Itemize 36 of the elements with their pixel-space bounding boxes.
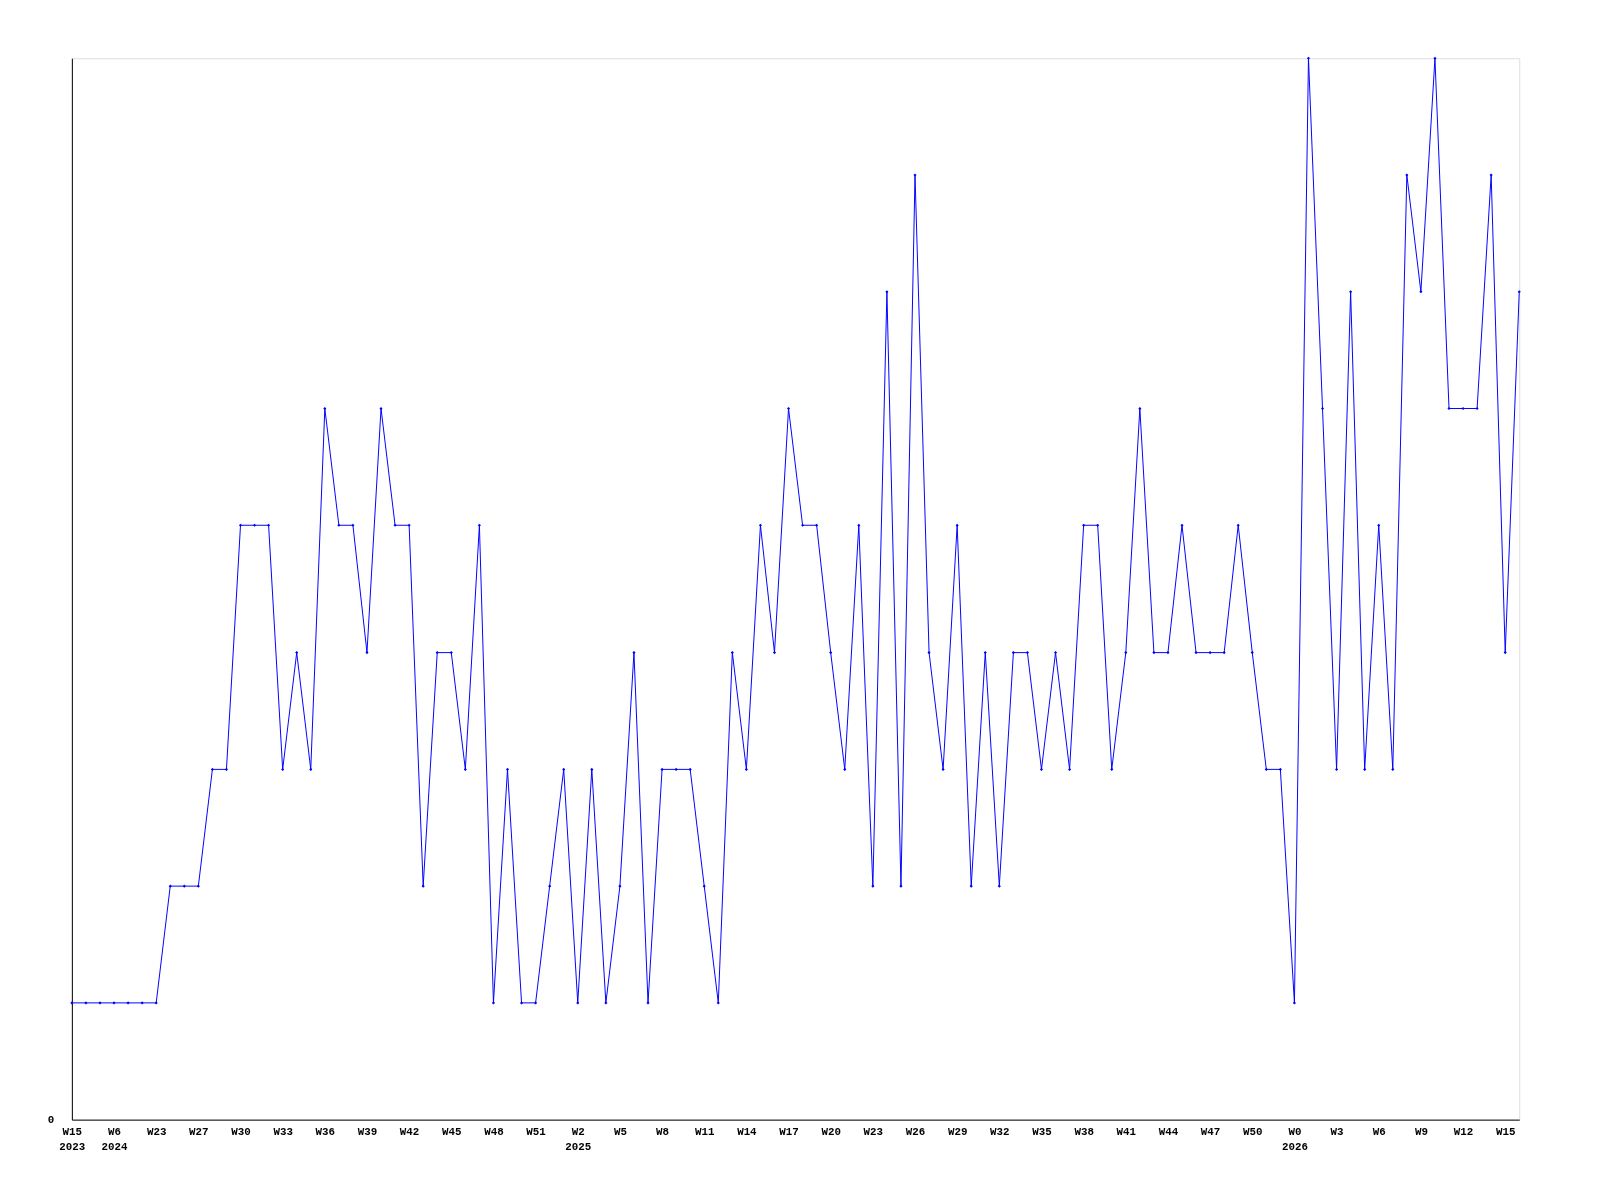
x-tick-label: W30	[231, 1125, 251, 1138]
x-tick-label: W45	[442, 1125, 462, 1138]
x-tick-label: W14	[737, 1125, 758, 1138]
x-tick-label: W39	[357, 1125, 378, 1138]
x-tick-label: W51	[526, 1125, 547, 1138]
x-tick-label: W42	[399, 1125, 420, 1138]
x-tick-label: W12	[1453, 1125, 1474, 1138]
x-tick-label: W38	[1074, 1125, 1094, 1138]
x-tick-label: W36	[315, 1125, 336, 1138]
x-tick-label: W35	[1032, 1125, 1052, 1138]
x-tick-label: W11	[694, 1125, 715, 1138]
x-tick-label: W47	[1200, 1125, 1221, 1138]
x-tick-label: W44	[1158, 1125, 1179, 1138]
x-tick-label: W27	[189, 1125, 209, 1138]
x-tick-label: W15	[1495, 1125, 1516, 1138]
x-tick-label: W0 2026	[1281, 1125, 1308, 1153]
x-tick-label: W15 2023	[59, 1125, 86, 1153]
x-tick-label: W50	[1243, 1125, 1263, 1138]
x-tick-label: W23	[146, 1125, 167, 1138]
x-tick-label: W29	[947, 1125, 968, 1138]
x-tick-label: W2 2025	[565, 1125, 592, 1153]
x-tick-label: W32	[990, 1125, 1010, 1138]
x-tick-label: W6 2024	[101, 1125, 129, 1153]
x-tick-label: W41	[1116, 1125, 1137, 1138]
x-tick-label: W48	[484, 1125, 504, 1138]
x-tick-label: W3	[1330, 1125, 1344, 1138]
x-tick-label: W33	[273, 1125, 293, 1138]
x-tick-label: W6	[1372, 1125, 1386, 1138]
x-tick-label: W9	[1414, 1125, 1428, 1138]
x-tick-label: W26	[905, 1125, 926, 1138]
x-tick-label: W20	[821, 1125, 841, 1138]
x-tick-label: W17	[779, 1125, 799, 1138]
x-tick-label: W5	[613, 1125, 627, 1138]
x-tick-label: W23	[863, 1125, 884, 1138]
x-tick-label: W8	[656, 1125, 670, 1138]
text: 0	[47, 1113, 55, 1126]
